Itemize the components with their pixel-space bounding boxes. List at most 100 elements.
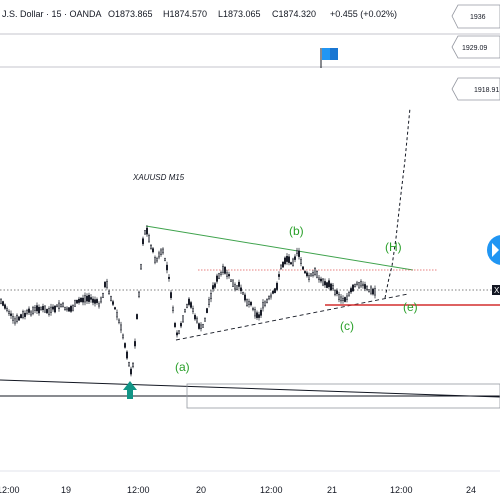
candle-body: [44, 305, 46, 313]
candle-body: [32, 307, 34, 314]
candle-body: [6, 308, 8, 311]
candle-body: [18, 316, 20, 321]
candle-body: [118, 319, 120, 323]
projection-dashed-line[interactable]: [384, 107, 411, 299]
candle-body: [228, 274, 230, 277]
lower-dashed-trendline[interactable]: [175, 293, 409, 341]
candle-body: [342, 297, 344, 301]
price-tag-1936[interactable]: 1936: [451, 4, 500, 29]
candle-body: [26, 310, 28, 314]
candle-body: [260, 309, 262, 316]
candle-body: [64, 307, 66, 311]
candle-body: [336, 290, 338, 295]
candle-body: [154, 257, 156, 263]
candle-body: [334, 290, 336, 296]
lower-trendline[interactable]: [0, 379, 500, 398]
candle-body: [234, 284, 236, 290]
wave-label-c: (c): [340, 319, 354, 333]
high-value: H1874.570: [163, 9, 207, 19]
candle-body: [346, 295, 348, 300]
candle-body: [220, 272, 222, 275]
candle-body: [28, 308, 30, 313]
candle-body: [8, 311, 10, 315]
candle-body: [352, 284, 354, 292]
candle-body: [116, 312, 118, 318]
arrow-up-icon[interactable]: [123, 381, 137, 399]
close-value: C1874.320: [272, 9, 316, 19]
open-value: O1873.865: [108, 9, 153, 19]
candle-body: [328, 280, 330, 288]
candle-body: [70, 305, 72, 312]
candle-body: [68, 307, 70, 312]
candle-body: [222, 265, 224, 273]
x-axis-ticks: 12:00 19 12:00 20 12:00 21 12:00 24: [0, 485, 476, 495]
candle-body: [200, 324, 202, 329]
candle-body: [300, 259, 302, 264]
candle-body: [160, 249, 162, 255]
candle-body: [240, 287, 242, 292]
zone-rectangle[interactable]: [186, 383, 500, 409]
wave-label-b: (b): [289, 224, 304, 238]
candle-body: [288, 256, 290, 263]
upper-trendline[interactable]: [145, 225, 414, 271]
candle-body: [162, 248, 164, 254]
wave-label-e: (e): [403, 300, 418, 314]
candle-body: [188, 298, 190, 305]
candle-body: [330, 283, 332, 291]
candle-body: [144, 230, 146, 235]
candle-body: [344, 297, 346, 302]
candle-body: [282, 261, 284, 268]
candle-body: [204, 317, 206, 322]
candle-body: [206, 308, 208, 313]
candle-body: [214, 283, 216, 288]
candle-body: [316, 271, 318, 278]
change-value: +0.455 (+0.02%): [330, 9, 397, 19]
play-icon[interactable]: [487, 235, 500, 265]
candle-body: [92, 298, 94, 303]
candle-body: [72, 305, 74, 311]
candle-body: [186, 304, 188, 308]
candle-body: [90, 297, 92, 300]
candle-body: [318, 277, 320, 281]
candle-body: [358, 282, 360, 289]
candle-body: [152, 248, 154, 253]
wave-label-a: (a): [175, 360, 190, 374]
candle-body: [142, 238, 144, 245]
candle-body: [374, 288, 376, 296]
candle-body: [52, 306, 54, 310]
candle-body: [38, 306, 40, 314]
candle-body: [230, 279, 232, 282]
candle-body: [110, 296, 112, 301]
chart-title: XAUUSD M15: [132, 173, 185, 182]
candle-body: [306, 272, 308, 277]
candle-body: [96, 299, 98, 303]
candle-body: [156, 258, 158, 262]
candle-body: [130, 368, 132, 375]
flag-icon[interactable]: [320, 48, 338, 68]
candle-body: [208, 299, 210, 305]
candle-body: [354, 284, 356, 288]
candle-body: [294, 256, 296, 260]
candle-body: [170, 292, 172, 299]
candle-body: [362, 283, 364, 287]
candle-body: [246, 299, 248, 306]
candle-body: [258, 314, 260, 318]
candle-body: [76, 299, 78, 304]
candle-body: [36, 305, 38, 312]
x-tick-label: 12:00: [260, 485, 283, 495]
candle-body: [192, 308, 194, 312]
x-tick-label: 21: [327, 485, 337, 495]
candle-body: [298, 250, 300, 257]
candle-body: [256, 312, 258, 318]
symbol-label: J.S. Dollar · 15 · OANDA: [2, 9, 102, 19]
price-tag-1918[interactable]: 1918.91: [451, 77, 500, 101]
candle-body: [218, 273, 220, 279]
price-tag-1929[interactable]: 1929.09: [451, 35, 500, 59]
candle-body: [224, 266, 226, 274]
x-tick-label: 19: [61, 485, 71, 495]
candle-body: [226, 272, 228, 277]
candle-body: [368, 289, 370, 293]
candle-body: [42, 306, 44, 311]
last-price-marker[interactable]: X: [492, 285, 500, 295]
